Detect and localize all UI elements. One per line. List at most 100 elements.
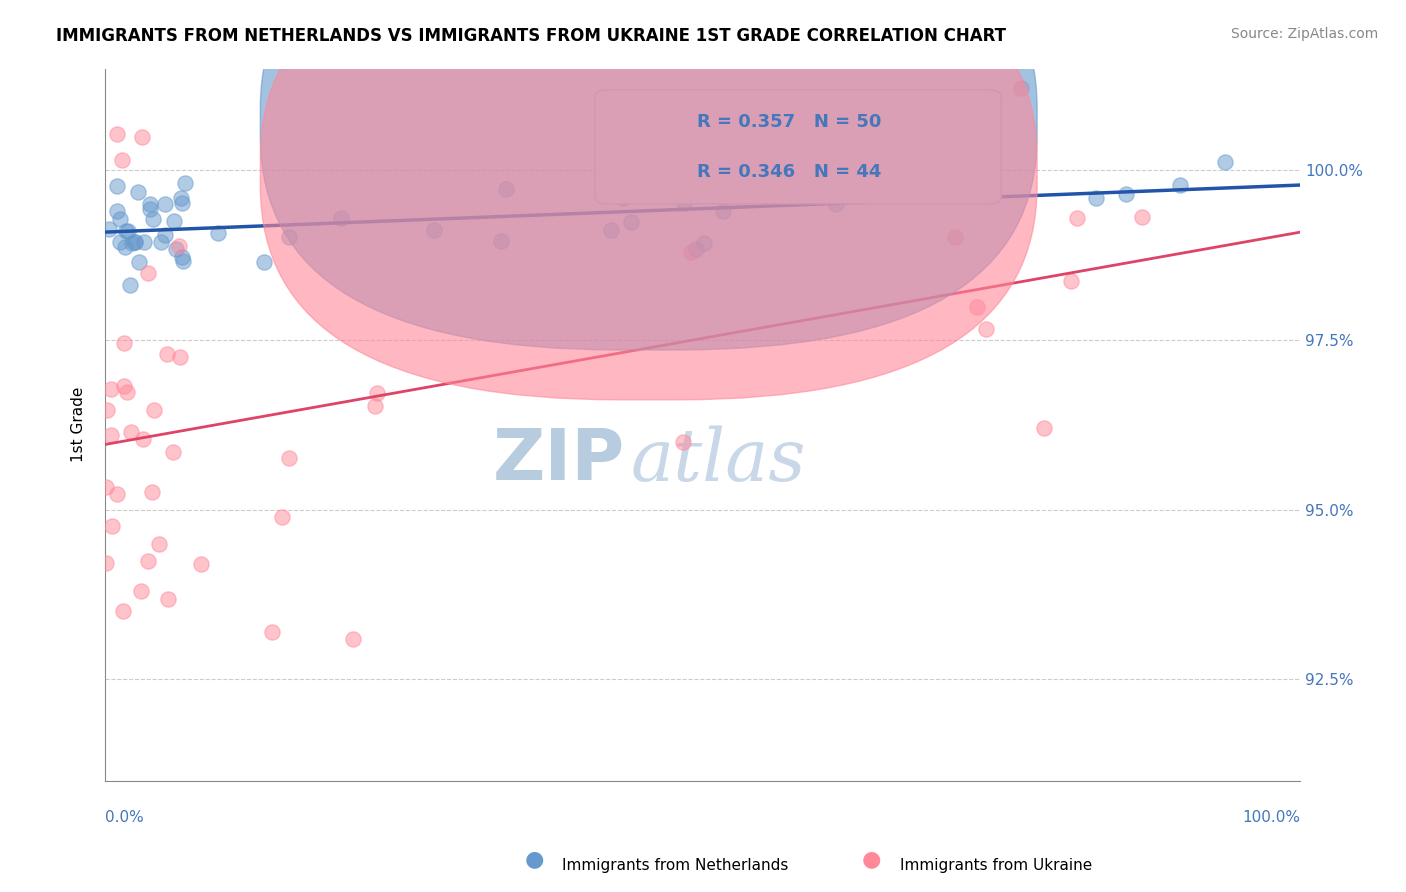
Point bbox=[128, 254, 150, 268]
Point bbox=[262, 624, 284, 639]
Point bbox=[132, 432, 155, 446]
Point bbox=[612, 191, 634, 205]
Point bbox=[271, 509, 294, 524]
Point bbox=[966, 300, 988, 314]
Point bbox=[163, 214, 186, 228]
Point bbox=[150, 235, 173, 250]
Point bbox=[141, 485, 163, 500]
Point bbox=[142, 403, 165, 417]
Point bbox=[612, 175, 634, 189]
Point bbox=[170, 196, 193, 211]
Point bbox=[111, 604, 134, 618]
Point bbox=[100, 427, 122, 442]
Point bbox=[617, 186, 640, 201]
Point bbox=[127, 186, 149, 200]
Text: atlas: atlas bbox=[631, 425, 806, 496]
Text: Source: ZipAtlas.com: Source: ZipAtlas.com bbox=[1230, 27, 1378, 41]
Point bbox=[681, 245, 703, 260]
Point bbox=[94, 556, 117, 570]
Point bbox=[136, 554, 159, 568]
Point bbox=[813, 189, 835, 203]
Point bbox=[277, 451, 299, 466]
Point bbox=[139, 202, 162, 217]
Point bbox=[124, 235, 146, 249]
Point bbox=[976, 322, 998, 336]
Point bbox=[105, 178, 128, 193]
FancyBboxPatch shape bbox=[260, 0, 1038, 400]
Point bbox=[112, 378, 135, 392]
Point bbox=[174, 176, 197, 190]
Point bbox=[105, 486, 128, 500]
Point bbox=[142, 211, 165, 226]
Point bbox=[101, 518, 124, 533]
FancyBboxPatch shape bbox=[260, 0, 1038, 350]
Point bbox=[124, 235, 146, 249]
Point bbox=[162, 445, 184, 459]
Text: R = 0.357   N = 50: R = 0.357 N = 50 bbox=[696, 113, 882, 131]
Point bbox=[115, 384, 138, 399]
Point bbox=[165, 242, 187, 256]
Point bbox=[170, 250, 193, 264]
Text: IMMIGRANTS FROM NETHERLANDS VS IMMIGRANTS FROM UKRAINE 1ST GRADE CORRELATION CHA: IMMIGRANTS FROM NETHERLANDS VS IMMIGRANT… bbox=[56, 27, 1007, 45]
Point bbox=[693, 235, 716, 250]
Text: Immigrants from Ukraine: Immigrants from Ukraine bbox=[900, 858, 1092, 872]
Point bbox=[423, 223, 446, 237]
Point bbox=[672, 435, 695, 450]
Point bbox=[153, 228, 176, 243]
Point bbox=[495, 182, 517, 196]
Point bbox=[107, 128, 129, 142]
Point bbox=[1130, 211, 1153, 225]
Point bbox=[96, 403, 118, 417]
Text: ZIP: ZIP bbox=[492, 425, 624, 495]
Point bbox=[620, 215, 643, 229]
Point bbox=[207, 226, 229, 240]
Point bbox=[713, 204, 735, 219]
Text: R = 0.346   N = 44: R = 0.346 N = 44 bbox=[696, 163, 882, 181]
Point bbox=[120, 425, 142, 439]
Y-axis label: 1st Grade: 1st Grade bbox=[72, 387, 86, 462]
Point bbox=[110, 211, 132, 226]
Text: Immigrants from Netherlands: Immigrants from Netherlands bbox=[562, 858, 789, 872]
Point bbox=[139, 196, 162, 211]
Point bbox=[136, 266, 159, 280]
Point bbox=[153, 196, 176, 211]
FancyBboxPatch shape bbox=[595, 90, 1001, 204]
Point bbox=[105, 204, 128, 219]
Point bbox=[170, 191, 193, 205]
Point bbox=[110, 235, 132, 249]
Point bbox=[100, 382, 122, 396]
Point bbox=[120, 278, 142, 293]
Text: ●: ● bbox=[524, 849, 544, 869]
Point bbox=[167, 239, 190, 253]
Point bbox=[366, 385, 388, 400]
Text: ●: ● bbox=[862, 849, 882, 869]
Point bbox=[129, 584, 152, 599]
Point bbox=[121, 236, 143, 251]
Point bbox=[1115, 187, 1137, 202]
Point bbox=[172, 253, 194, 268]
Point bbox=[1066, 211, 1088, 226]
Point bbox=[1032, 421, 1054, 435]
Point bbox=[112, 336, 135, 351]
Point bbox=[1010, 81, 1032, 95]
Point bbox=[1213, 155, 1236, 169]
Point bbox=[97, 221, 120, 235]
Point bbox=[156, 347, 179, 361]
Point bbox=[1060, 273, 1083, 287]
Point bbox=[117, 223, 139, 237]
Point bbox=[169, 351, 191, 365]
Point bbox=[1085, 191, 1108, 205]
Point bbox=[114, 224, 136, 238]
Point bbox=[824, 197, 846, 211]
Point bbox=[114, 240, 136, 254]
Point bbox=[1168, 178, 1191, 193]
Point bbox=[330, 211, 353, 226]
Point bbox=[599, 222, 621, 236]
Point bbox=[943, 229, 966, 244]
Point bbox=[131, 130, 153, 145]
Text: 100.0%: 100.0% bbox=[1241, 810, 1301, 824]
Point bbox=[685, 242, 707, 256]
Point bbox=[363, 399, 385, 413]
Point bbox=[673, 196, 696, 211]
Point bbox=[96, 480, 118, 494]
